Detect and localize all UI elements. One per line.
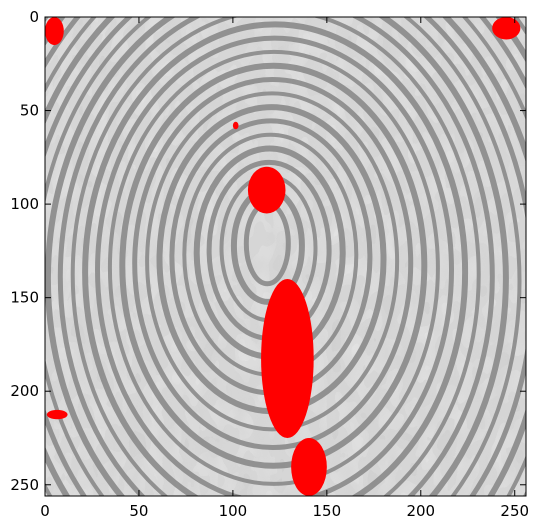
x-tick-label: 50 [129,502,148,520]
overlay-region [47,410,68,419]
overlay-region [45,17,64,45]
overlay-region [492,17,520,39]
x-tick-label: 100 [219,502,248,520]
overlay-region [291,438,327,496]
y-tick-label: 200 [10,382,39,400]
overlay-region [261,279,314,438]
x-tick-label: 0 [40,502,50,520]
overlay-region [233,122,239,129]
y-tick-label: 100 [10,195,39,213]
x-tick-label: 200 [406,502,435,520]
x-tick-label: 150 [313,502,342,520]
y-tick-label: 0 [29,8,39,26]
y-tick-label: 50 [20,102,39,120]
x-tick-label: 250 [500,502,529,520]
overlay-region [248,167,286,214]
y-tick-label: 150 [10,289,39,307]
y-tick-label: 250 [10,476,39,494]
